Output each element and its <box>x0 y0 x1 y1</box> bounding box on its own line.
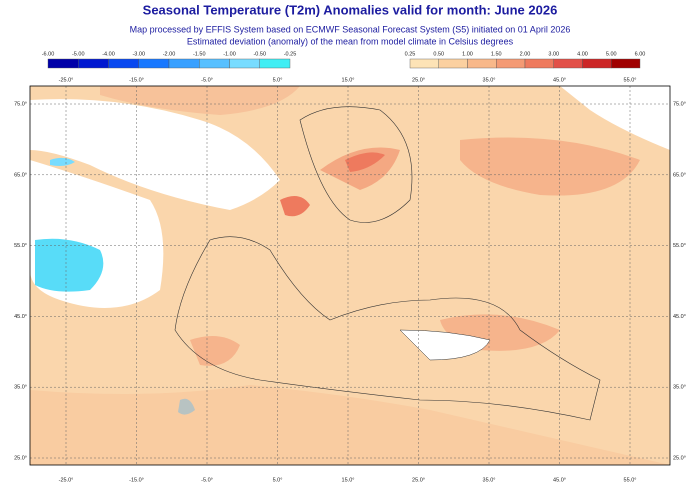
lat-label: 65.0° <box>673 172 686 178</box>
lon-label: 35.0° <box>483 77 496 83</box>
cold-anomaly <box>35 238 104 292</box>
colorbar-label: 0.50 <box>433 51 444 57</box>
subtitle: Map processed by EFFIS System based on E… <box>130 24 571 34</box>
colorbar-swatch <box>611 58 641 69</box>
lon-label: 5.0° <box>273 477 283 483</box>
colorbar-swatch <box>259 58 291 69</box>
colorbar-swatch <box>409 58 439 69</box>
colorbar-label: 1.50 <box>491 51 502 57</box>
colorbar-label: -2.00 <box>163 51 176 57</box>
colorbar-swatch <box>467 58 497 69</box>
cold-anomaly <box>50 157 75 166</box>
colorbar-label: -4.00 <box>102 51 115 57</box>
lat-label: 75.0° <box>14 101 27 107</box>
coastline <box>299 106 413 223</box>
colorbar-swatch <box>138 58 170 69</box>
colorbar-label: 4.00 <box>577 51 588 57</box>
lat-label: 65.0° <box>14 172 27 178</box>
colorbar-label: 1.00 <box>462 51 473 57</box>
lon-label: -5.0° <box>201 77 213 83</box>
colorbar-label: 5.00 <box>606 51 617 57</box>
colorbar-label: 3.00 <box>548 51 559 57</box>
warm-anomaly <box>460 137 640 196</box>
lon-label: 45.0° <box>553 477 566 483</box>
map-frame <box>29 85 671 466</box>
subtitle: Estimated deviation (anomaly) of the mea… <box>187 36 514 46</box>
colorbar-label: -0.50 <box>253 51 266 57</box>
sea <box>399 329 491 361</box>
colorbar-swatch <box>553 58 583 69</box>
lon-label: 35.0° <box>483 477 496 483</box>
colorbar-swatch <box>47 58 79 69</box>
lat-label: 25.0° <box>14 455 27 461</box>
lon-label: -25.0° <box>59 477 74 483</box>
lon-label: 45.0° <box>553 77 566 83</box>
lon-label: 25.0° <box>412 77 425 83</box>
lat-label: 75.0° <box>673 101 686 107</box>
colorbar-label: -5.00 <box>72 51 85 57</box>
colorbar-label: 2.00 <box>520 51 531 57</box>
lat-label: 45.0° <box>673 314 686 320</box>
lat-label: 55.0° <box>673 243 686 249</box>
lat-label: 35.0° <box>673 385 686 391</box>
lon-label: 25.0° <box>412 477 425 483</box>
lon-label: 55.0° <box>624 77 637 83</box>
colorbar-swatch <box>438 58 468 69</box>
lon-label: -5.0° <box>201 477 213 483</box>
lat-label: 45.0° <box>14 314 27 320</box>
colorbar-label: -1.50 <box>193 51 206 57</box>
lat-label: 55.0° <box>14 243 27 249</box>
warm-anomaly <box>345 152 385 172</box>
colorbar-label: -3.00 <box>132 51 145 57</box>
title: Seasonal Temperature (T2m) Anomalies val… <box>143 2 558 17</box>
colorbar-swatch <box>496 58 526 69</box>
lon-label: 55.0° <box>624 477 637 483</box>
lon-label: 15.0° <box>342 77 355 83</box>
warm-anomaly <box>280 196 310 217</box>
colorbar-swatch <box>582 58 612 69</box>
colorbar-label: -1.00 <box>223 51 236 57</box>
lat-label: 35.0° <box>14 385 27 391</box>
colorbar-swatch <box>524 58 554 69</box>
warm-anomaly <box>100 86 300 115</box>
lon-label: -25.0° <box>59 77 74 83</box>
map <box>29 85 671 466</box>
warm-anomaly <box>30 385 670 465</box>
ocean-area <box>30 99 280 210</box>
ocean-area <box>560 86 670 150</box>
colorbar-label: -0.25 <box>284 51 297 57</box>
colorbar-label: 0.25 <box>405 51 416 57</box>
colorbar-swatch <box>229 58 260 69</box>
lon-label: -15.0° <box>129 77 144 83</box>
colorbar-swatch <box>108 58 139 69</box>
lon-label: -15.0° <box>129 477 144 483</box>
lon-label: 5.0° <box>273 77 283 83</box>
coastline <box>174 236 601 421</box>
lat-label: 25.0° <box>673 455 686 461</box>
colorbar-swatch <box>78 58 109 69</box>
colorbar-swatch <box>168 58 200 69</box>
colorbar-swatch <box>199 58 230 69</box>
lon-label: 15.0° <box>342 477 355 483</box>
colorbar-label: 6.00 <box>635 51 646 57</box>
colorbar-label: -6.00 <box>42 51 55 57</box>
